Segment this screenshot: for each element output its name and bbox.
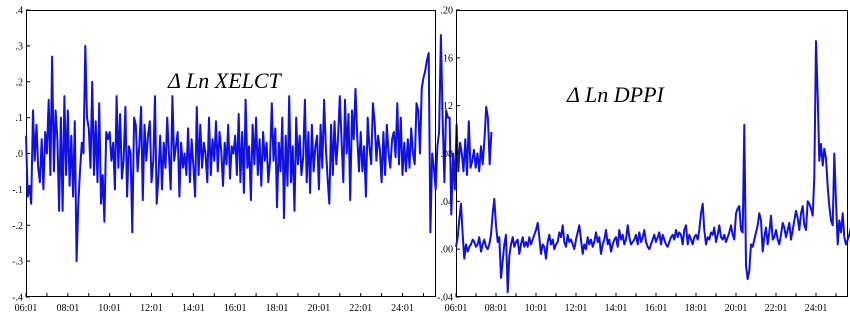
series-line-dppi [455, 40, 850, 294]
chart-title-dppi: Δ Ln DPPI [566, 82, 666, 107]
x-tick-label: 22:01 [765, 303, 788, 314]
y-tick-label: .3 [16, 41, 24, 52]
chart-dppi: -.04 .00 .04 .08 .12 .16 .20 06:01 08:01 10:01 12… [437, 6, 850, 314]
y-tick-label: -.04 [437, 293, 453, 304]
x-tick-label: 14:01 [605, 303, 628, 314]
y-tick-label: .0 [16, 149, 24, 160]
x-tick-label: 08:01 [485, 303, 508, 314]
x-tick-label: 20:01 [307, 303, 330, 314]
x-tick-label: 10:01 [98, 303, 121, 314]
y-tick-label: .00 [441, 245, 454, 256]
y-tick-label: .4 [16, 6, 24, 17]
x-tick-label: 22:01 [349, 303, 372, 314]
y-ticks-xelct: -.4 -.3 -.2 -.1 .0 .1 .2 .3 .4 [12, 6, 30, 304]
y-tick-label: .1 [16, 113, 24, 124]
x-tick-label: 06:01 [445, 303, 468, 314]
y-tick-label: .20 [441, 6, 454, 17]
x-tick-label: 14:01 [182, 303, 205, 314]
x-tick-label: 16:01 [645, 303, 668, 314]
x-tick-label: 16:01 [224, 303, 247, 314]
x-tick-label: 20:01 [725, 303, 748, 314]
x-tick-label: 10:01 [525, 303, 548, 314]
y-tick-label: -.2 [12, 221, 23, 232]
y-tick-label: -.4 [12, 293, 23, 304]
y-tick-label: -.3 [12, 257, 23, 268]
y-tick-label: .2 [16, 77, 24, 88]
y-tick-label: -.1 [12, 185, 23, 196]
x-tick-label: 12:01 [565, 303, 588, 314]
x-tick-label: 24:01 [805, 303, 828, 314]
x-tick-label: 12:01 [140, 303, 163, 314]
x-ticks-dppi: 06:01 08:01 10:01 12:01 14:01 16:01 18:01 20:01… [445, 293, 837, 314]
x-tick-label: 24:01 [391, 303, 414, 314]
x-ticks-xelct: 06:01 08:01 10:01 12:01 14:01 16:01 18:01 20:01… [15, 293, 424, 314]
y-tick-label: .08 [441, 149, 454, 160]
x-tick-label: 18:01 [685, 303, 708, 314]
y-tick-label: .16 [441, 53, 454, 64]
chart-xelct: -.4 -.3 -.2 -.1 .0 .1 .2 .3 .4 06:01 08:01 10:01 12… [12, 6, 493, 314]
plot-frame-dppi [456, 10, 848, 297]
series-line-xelct [25, 34, 493, 263]
x-tick-label: 08:01 [56, 303, 79, 314]
chart-title-xelct: Δ Ln XELCT [167, 68, 283, 93]
y-ticks-dppi: -.04 .00 .04 .08 .12 .16 .20 [437, 6, 460, 304]
x-tick-label: 18:01 [266, 303, 289, 314]
y-tick-label: .12 [441, 101, 454, 112]
x-tick-label: 06:01 [15, 303, 38, 314]
y-tick-label: .04 [441, 197, 454, 208]
